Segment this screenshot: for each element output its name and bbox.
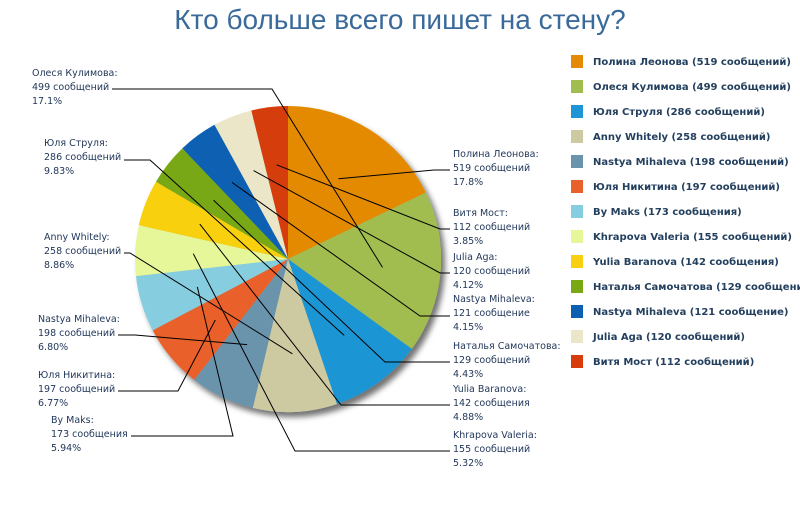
leader-line-9 <box>199 223 450 406</box>
leader-line-4 <box>124 252 293 355</box>
legend-label-7: By Maks (173 сообщения) <box>593 206 742 218</box>
leader-line-12 <box>253 170 450 274</box>
slice-label-3-line-1: Юля Струля: <box>44 138 108 149</box>
pie-slice-1 <box>288 106 426 259</box>
legend-swatch-2 <box>571 80 583 93</box>
slice-label-8-line-3: 5.32% <box>453 458 483 469</box>
slice-label-1-line-3: 17.8% <box>453 177 483 188</box>
slice-label-10-line-2: 129 сообщений <box>453 355 530 366</box>
slice-label-5-line-2: 198 сообщений <box>38 328 115 339</box>
slice-label-6-line-2: 197 сообщений <box>38 384 115 395</box>
slice-label-1-line-1: Полина Леонова: <box>453 149 539 160</box>
slice-label-7-line-2: 173 сообщения <box>51 429 128 440</box>
slice-label-3-line-3: 9.83% <box>44 166 74 177</box>
pie-slice-13 <box>251 106 288 259</box>
leader-line-10 <box>213 199 450 363</box>
leader-line-3 <box>124 159 345 336</box>
leader-line-13 <box>276 164 450 230</box>
slice-label-2-line-2: 499 сообщений <box>32 82 109 93</box>
legend-swatch-9 <box>571 255 583 268</box>
legend-swatch-5 <box>571 155 583 168</box>
leader-lines <box>112 88 450 452</box>
pie-slice-7 <box>135 259 288 331</box>
leader-line-8 <box>192 253 450 452</box>
slice-label-11-line-3: 4.15% <box>453 322 483 333</box>
slice-label-7-line-3: 5.94% <box>51 443 81 454</box>
slice-label-1-line-2: 519 сообщений <box>453 163 530 174</box>
legend-swatch-13 <box>571 355 583 368</box>
pie-slice-10 <box>155 148 288 259</box>
legend-swatch-1 <box>571 55 583 68</box>
leader-line-11 <box>231 181 450 317</box>
legend-label-13: Витя Мост (112 сообщений) <box>593 356 754 368</box>
slice-label-10-line-3: 4.43% <box>453 369 483 380</box>
slice-label-9-line-3: 4.88% <box>453 412 483 423</box>
slice-label-3-line-2: 286 сообщений <box>44 152 121 163</box>
leader-line-5 <box>118 334 248 346</box>
slice-label-4-line-1: Anny Whitely: <box>44 232 110 243</box>
legend-swatch-3 <box>571 105 583 118</box>
slice-label-13-line-2: 112 сообщений <box>453 222 530 233</box>
slice-label-9-line-2: 142 сообщения <box>453 398 530 409</box>
legend-swatch-11 <box>571 305 583 318</box>
slice-label-11-line-1: Nastya Mihaleva: <box>453 294 535 305</box>
slice-label-11-line-2: 121 сообщение <box>453 308 530 319</box>
legend-label-5: Nastya Mihaleva (198 сообщений) <box>593 156 789 168</box>
pie-slice-8 <box>134 225 288 277</box>
slice-label-12-line-1: Julia Aga: <box>452 252 498 263</box>
slice-label-8-line-1: Khrapova Valeria: <box>453 430 537 441</box>
legend-label-4: Anny Whitely (258 сообщений) <box>593 131 770 143</box>
slice-label-12-line-3: 4.12% <box>453 280 483 291</box>
slice-labels: Полина Леонова: 519 сообщений 17.8% Олеся К… <box>32 68 561 469</box>
pie-slice-12 <box>214 110 288 260</box>
leader-line-1 <box>338 169 450 180</box>
legend-swatch-10 <box>571 280 583 293</box>
pie-slice-3 <box>288 259 412 404</box>
slice-label-4-line-2: 258 сообщений <box>44 246 121 257</box>
legend-label-3: Юля Струля (286 сообщений) <box>593 106 765 118</box>
legend-label-11: Nastya Mihaleva (121 сообщение) <box>593 306 788 318</box>
slice-label-13-line-1: Витя Мост: <box>453 208 508 219</box>
slice-label-9-line-1: Yulia Baranova: <box>452 384 526 395</box>
slice-label-12-line-2: 120 сообщений <box>453 266 530 277</box>
pie-slice-6 <box>152 259 288 380</box>
leader-line-6 <box>118 319 216 392</box>
pie-slice-9 <box>138 181 288 259</box>
slice-label-2-line-3: 17.1% <box>32 96 62 107</box>
slice-label-4-line-3: 8.86% <box>44 260 74 271</box>
legend-swatch-4 <box>571 130 583 143</box>
legend-swatch-6 <box>571 180 583 193</box>
legend: Полина Леонова (519 сообщений) Олеся Кули… <box>571 55 800 368</box>
slice-label-10-line-1: Наталья Самочатова: <box>453 341 561 352</box>
legend-label-10: Наталья Самочатова (129 сообщений) <box>593 281 800 293</box>
pie-slices <box>134 106 441 412</box>
legend-swatch-12 <box>571 330 583 343</box>
legend-label-12: Julia Aga (120 сообщений) <box>592 331 745 343</box>
leader-line-7 <box>131 286 234 437</box>
pie-slice-11 <box>182 124 288 259</box>
slice-label-13-line-3: 3.85% <box>453 236 483 247</box>
slice-label-5-line-3: 6.80% <box>38 342 68 353</box>
slice-label-7-line-1: By Maks: <box>51 415 94 426</box>
slice-label-6-line-3: 6.77% <box>38 398 68 409</box>
legend-swatch-8 <box>571 230 583 243</box>
slice-label-2-line-1: Олеся Кулимова: <box>32 68 118 79</box>
legend-label-2: Олеся Кулимова (499 сообщений) <box>593 81 791 93</box>
slice-label-5-line-1: Nastya Mihaleva: <box>38 314 120 325</box>
legend-label-9: Yulia Baranova (142 сообщения) <box>592 256 779 268</box>
legend-label-1: Полина Леонова (519 сообщений) <box>593 56 791 68</box>
chart-title: Кто больше всего пишет на стену? <box>174 4 626 35</box>
pie-slice-2 <box>288 192 441 349</box>
slice-label-8-line-2: 155 сообщений <box>453 444 530 455</box>
legend-label-6: Юля Никитина (197 сообщений) <box>593 181 780 193</box>
slice-label-6-line-1: Юля Никитина: <box>38 370 115 381</box>
pie-slice-4 <box>252 259 337 412</box>
legend-label-8: Khrapova Valeria (155 сообщений) <box>593 231 792 243</box>
legend-swatch-7 <box>571 205 583 218</box>
leader-line-2 <box>112 88 383 268</box>
